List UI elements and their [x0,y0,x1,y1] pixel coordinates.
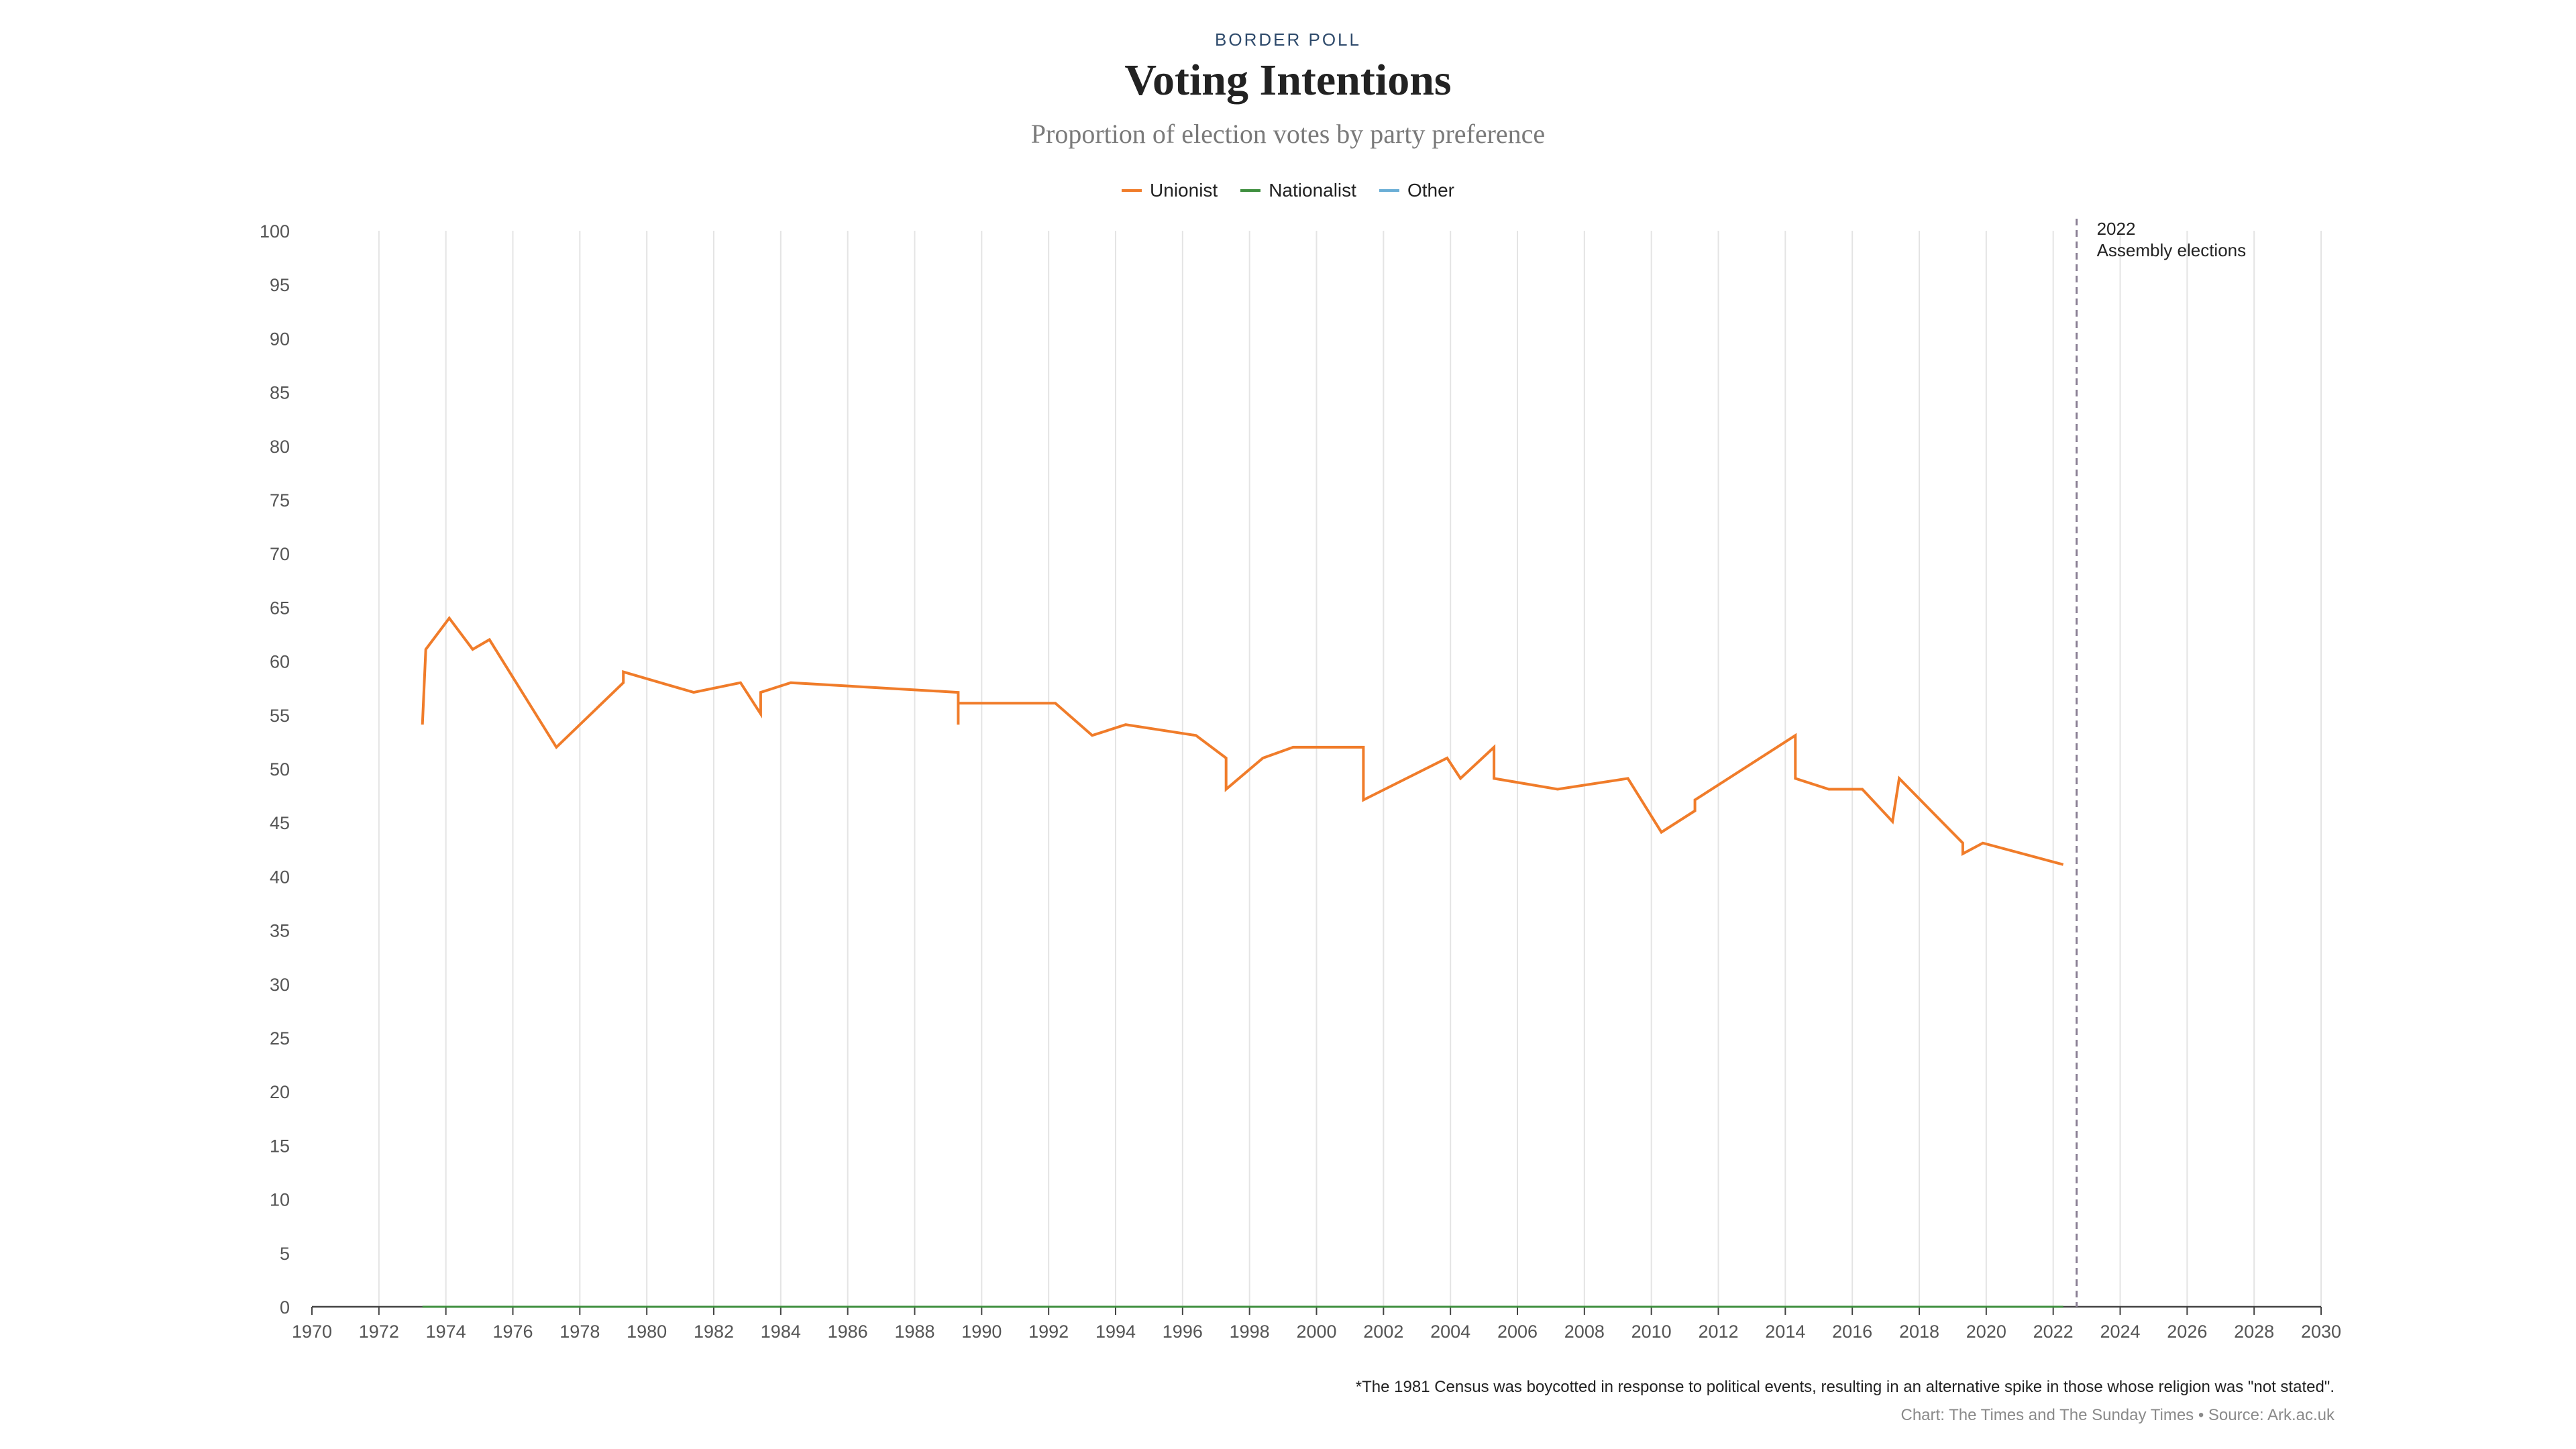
y-tick-label-60: 60 [270,652,290,672]
x-tick-label-2004: 2004 [1430,1322,1470,1342]
x-tick-label-2002: 2002 [1363,1322,1403,1342]
y-tick-label-45: 45 [270,813,290,833]
legend-swatch-unionist [1122,189,1142,192]
legend-swatch-other [1379,189,1399,192]
x-tick-label-2028: 2028 [2234,1322,2274,1342]
annotation-label-year: 2022 [2097,219,2136,239]
x-tick-label-2008: 2008 [1564,1322,1605,1342]
x-tick-label-2024: 2024 [2100,1322,2140,1342]
x-tick-label-1986: 1986 [828,1322,868,1342]
legend-swatch-nationalist [1240,189,1261,192]
x-tick-label-1974: 1974 [426,1322,466,1342]
legend-item-nationalist[interactable]: Nationalist [1240,180,1356,201]
series-line-unionist [421,616,2064,866]
y-tick-label-0: 0 [280,1297,290,1318]
y-tick-label-90: 90 [270,329,290,349]
y-tick-label-75: 75 [270,490,290,511]
chart-legend: Unionist Nationalist Other [0,180,2576,201]
x-tick-label-2006: 2006 [1497,1322,1538,1342]
x-tick-label-1996: 1996 [1163,1322,1203,1342]
y-tick-label-20: 20 [270,1082,290,1102]
x-tick-label-2026: 2026 [2167,1322,2207,1342]
y-tick-label-50: 50 [270,759,290,780]
legend-item-unionist[interactable]: Unionist [1122,180,1218,201]
x-tick-label-1980: 1980 [627,1322,667,1342]
x-tick-label-2014: 2014 [1765,1322,1805,1342]
x-tick-label-2016: 2016 [1832,1322,1872,1342]
x-tick-label-1972: 1972 [359,1322,399,1342]
x-tick-label-1984: 1984 [761,1322,801,1342]
x-tick-label-2018: 2018 [1899,1322,1939,1342]
x-tick-label-1982: 1982 [694,1322,734,1342]
y-tick-label-95: 95 [270,275,290,295]
chart-title: Voting Intentions [1124,56,1452,105]
y-tick-label-85: 85 [270,383,290,403]
legend-label-nationalist: Nationalist [1269,180,1356,201]
x-tick-label-2022: 2022 [2033,1322,2074,1342]
y-tick-label-15: 15 [270,1136,290,1156]
x-tick-label-1994: 1994 [1095,1322,1136,1342]
x-tick-label-1998: 1998 [1230,1322,1270,1342]
x-tick-label-1970: 1970 [292,1322,332,1342]
y-tick-label-55: 55 [270,706,290,726]
y-tick-label-10: 10 [270,1190,290,1210]
x-tick-label-2030: 2030 [2301,1322,2341,1342]
legend-label-unionist: Unionist [1150,180,1218,201]
x-tick-label-1988: 1988 [894,1322,934,1342]
x-tick-label-2000: 2000 [1296,1322,1336,1342]
y-tick-label-5: 5 [280,1244,290,1264]
y-tick-label-30: 30 [270,975,290,995]
chart-subtitle: Proportion of election votes by party pr… [1030,119,1546,149]
legend-item-other[interactable]: Other [1379,180,1454,201]
y-tick-label-25: 25 [270,1028,290,1049]
y-tick-label-80: 80 [270,437,290,457]
y-tick-label-70: 70 [270,544,290,564]
y-tick-label-40: 40 [270,867,290,887]
y-tick-label-100: 100 [260,221,290,241]
chart-kicker: BORDER POLL [1215,30,1361,50]
chart-footnote: *The 1981 Census was boycotted in respon… [1355,1378,2334,1396]
x-tick-label-1990: 1990 [961,1322,1002,1342]
x-tick-label-1978: 1978 [559,1322,600,1342]
annotation-label-text: Assembly elections [2097,240,2247,260]
chart-credit: Chart: The Times and The Sunday Times • … [1900,1406,2335,1424]
x-tick-label-2020: 2020 [1966,1322,2006,1342]
x-tick-label-2010: 2010 [1631,1322,1672,1342]
y-tick-label-65: 65 [270,598,290,618]
y-tick-label-35: 35 [270,921,290,941]
legend-label-other: Other [1407,180,1454,201]
x-tick-label-1992: 1992 [1028,1322,1069,1342]
x-tick-label-1976: 1976 [492,1322,533,1342]
x-tick-label-2012: 2012 [1698,1322,1738,1342]
